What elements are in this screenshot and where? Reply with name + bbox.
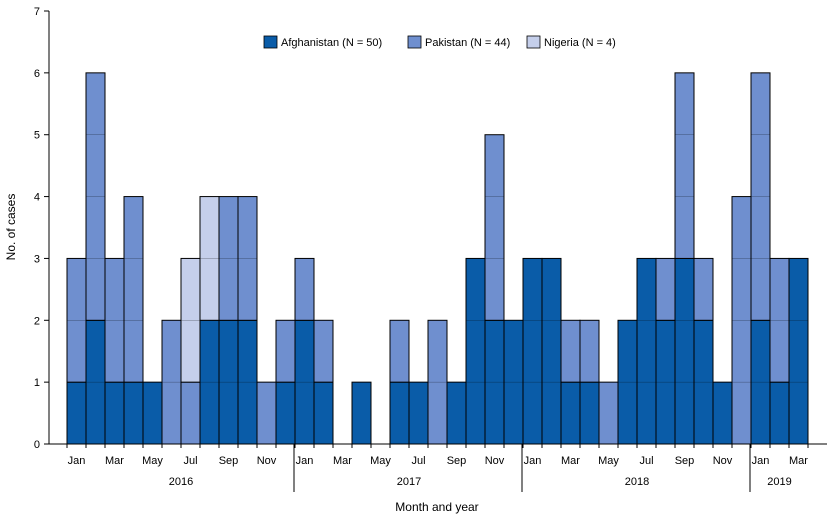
x-tick-label: May xyxy=(370,455,391,467)
bar-segment-pakistan xyxy=(275,319,296,383)
bar-segment-afghanistan xyxy=(313,381,334,445)
bar-segment-afghanistan xyxy=(712,381,733,445)
x-tick-label: Mar xyxy=(789,455,808,467)
bar-segment-pakistan xyxy=(484,134,505,321)
x-axis-title: Month and year xyxy=(395,500,478,514)
bar-segment-pakistan xyxy=(389,319,410,383)
bar-segment-pakistan xyxy=(294,257,315,321)
bar-segment-pakistan xyxy=(750,72,771,321)
bar-segment-afghanistan xyxy=(275,381,296,445)
legend-label: Afghanistan (N = 50) xyxy=(281,37,382,49)
y-tick-label: 1 xyxy=(34,377,40,389)
bar-segment-afghanistan xyxy=(674,257,695,445)
bar-segment-afghanistan xyxy=(408,381,429,445)
year-labels: 2016 2017 2018 2019 xyxy=(169,444,792,492)
x-tick-label: Sep xyxy=(447,455,467,467)
y-tick-label: 4 xyxy=(34,192,40,204)
bar-segment-afghanistan xyxy=(66,381,87,445)
y-tick-label: 7 xyxy=(34,6,40,18)
legend-swatch xyxy=(263,35,278,49)
y-axis-title: No. of cases xyxy=(4,194,18,261)
bar-segment-afghanistan xyxy=(541,257,562,445)
x-tick-label: Jan xyxy=(296,455,314,467)
x-tick-label: Jul xyxy=(183,455,197,467)
bar-segment-afghanistan xyxy=(560,381,581,445)
bar-segment-pakistan xyxy=(180,381,201,445)
x-tick-label: Nov xyxy=(485,455,505,467)
y-tick-label: 6 xyxy=(34,68,40,80)
bar-segment-afghanistan xyxy=(104,381,125,445)
bar-segment-pakistan xyxy=(655,257,676,321)
bar-segment-afghanistan xyxy=(522,257,543,445)
year-label: 2018 xyxy=(625,476,649,488)
bar-segment-pakistan xyxy=(598,381,619,445)
x-tick-labels: Jan Mar May Jul Sep Nov Jan Mar May Jul Sep Nov Jan M… xyxy=(68,455,809,467)
bar-segment-afghanistan xyxy=(769,381,790,445)
y-tick-label: 5 xyxy=(34,130,40,142)
axes xyxy=(44,10,827,448)
bar-segment-pakistan xyxy=(579,319,600,383)
x-tick-label: Nov xyxy=(713,455,733,467)
bar-segment-afghanistan xyxy=(788,257,809,445)
x-tick-label: Jul xyxy=(411,455,425,467)
year-label: 2016 xyxy=(169,476,193,488)
year-label: 2017 xyxy=(397,476,421,488)
year-label: 2019 xyxy=(767,476,791,488)
y-tick-label: 3 xyxy=(34,253,40,265)
x-tick-label: Mar xyxy=(333,455,352,467)
x-tick-label: Sep xyxy=(675,455,695,467)
bar-segment-pakistan xyxy=(85,72,106,321)
bar-segment-pakistan xyxy=(123,196,144,383)
bar-segment-afghanistan xyxy=(351,381,372,445)
bar-segment-pakistan xyxy=(313,319,334,383)
legend-label: Pakistan (N = 44) xyxy=(425,37,510,49)
bar-segment-pakistan xyxy=(560,319,581,383)
bar-segment-pakistan xyxy=(237,196,258,321)
bar-segment-pakistan xyxy=(693,257,714,321)
x-tick-label: Sep xyxy=(219,455,239,467)
x-tick-label: Nov xyxy=(257,455,277,467)
x-tick-label: Jul xyxy=(639,455,653,467)
legend-swatch xyxy=(526,35,541,49)
x-tick-label: Jan xyxy=(752,455,770,467)
legend: Afghanistan (N = 50) Pakistan (N = 44) Nig… xyxy=(263,35,616,49)
bar-segment-afghanistan xyxy=(579,381,600,445)
bar-segment-afghanistan xyxy=(123,381,144,445)
x-tick-label: Mar xyxy=(561,455,580,467)
x-tick-label: Mar xyxy=(105,455,124,467)
y-tick-label: 0 xyxy=(34,439,40,451)
y-tick-label: 2 xyxy=(34,315,40,327)
bar-segment-afghanistan xyxy=(446,381,467,445)
bar-segment-afghanistan xyxy=(389,381,410,445)
bar-segment-pakistan xyxy=(256,381,277,445)
legend-label: Nigeria (N = 4) xyxy=(544,37,616,49)
x-tick-label: May xyxy=(142,455,163,467)
legend-swatch xyxy=(407,35,422,49)
y-tick-labels: 0 1 2 3 4 5 6 7 xyxy=(34,6,40,451)
bars xyxy=(66,72,809,445)
bar-segment-afghanistan xyxy=(142,381,163,445)
bar-segment-pakistan xyxy=(674,72,695,259)
bar-segment-afghanistan xyxy=(465,257,486,445)
x-tick-label: Jan xyxy=(68,455,86,467)
bar-segment-afghanistan xyxy=(636,257,657,445)
x-tick-label: May xyxy=(598,455,619,467)
x-tick-label: Jan xyxy=(524,455,542,467)
